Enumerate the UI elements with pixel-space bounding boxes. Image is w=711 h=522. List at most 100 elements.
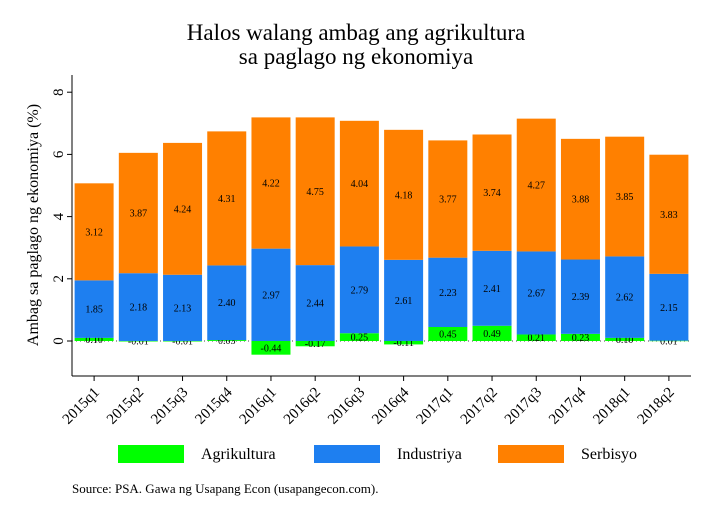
data-label-agrikultura-2017q2: 0.49 xyxy=(483,329,501,340)
data-label-industriya-2016q3: 2.79 xyxy=(351,285,369,296)
y-axis-label: Ambag sa paglago ng ekonomiya (%) xyxy=(25,104,42,346)
bar-agrikultura-2015q2 xyxy=(118,341,158,342)
bar-serbisyo-2015q4 xyxy=(207,131,247,266)
bar-serbisyo-2017q4 xyxy=(560,138,600,260)
data-label-industriya-2015q3: 2.13 xyxy=(174,303,192,314)
bar-agrikultura-2016q1 xyxy=(251,341,291,355)
bar-agrikultura-2015q1 xyxy=(74,337,114,341)
data-label-agrikultura-2016q2: -0.17 xyxy=(305,339,326,350)
data-label-industriya-2018q1: 2.62 xyxy=(616,293,634,304)
bar-agrikultura-2015q4 xyxy=(207,340,247,341)
data-label-agrikultura-2017q1: 0.45 xyxy=(439,330,457,341)
bar-serbisyo-2016q2 xyxy=(295,117,335,266)
source-note: Source: PSA. Gawa ng Usapang Econ (usapa… xyxy=(72,481,379,496)
bar-serbisyo-2016q3 xyxy=(339,120,379,247)
bar-agrikultura-2018q2 xyxy=(649,340,689,342)
bar-serbisyo-2015q3 xyxy=(163,142,203,275)
bar-serbisyo-2018q2 xyxy=(649,154,689,274)
bar-agrikultura-2017q2 xyxy=(472,325,512,341)
bar-serbisyo-2016q1 xyxy=(251,117,291,249)
data-label-industriya-2016q4: 2.61 xyxy=(395,296,413,307)
x-tick-label-2017q2: 2017q2 xyxy=(458,385,501,428)
data-label-agrikultura-2015q1: 0.10 xyxy=(85,335,103,346)
bar-agrikultura-2016q3 xyxy=(339,333,379,341)
data-label-industriya-2017q1: 2.23 xyxy=(439,288,457,299)
bar-industriya-2017q1 xyxy=(428,257,468,328)
data-label-industriya-2017q4: 2.39 xyxy=(572,292,590,303)
bar-industriya-2015q2 xyxy=(118,273,158,341)
bar-serbisyo-2017q3 xyxy=(516,118,556,252)
y-tick-label-4: 4 xyxy=(51,212,67,220)
x-tick-label-2016q4: 2016q4 xyxy=(369,384,412,427)
data-label-agrikultura-2018q2: 0.01 xyxy=(660,336,678,347)
data-label-agrikultura-2016q1: -0.44 xyxy=(261,343,282,354)
bar-industriya-2015q1 xyxy=(74,280,114,338)
x-tick-label-2018q2: 2018q2 xyxy=(635,385,678,428)
data-label-industriya-2015q1: 1.85 xyxy=(85,305,103,316)
data-label-serbisyo-2015q3: 4.24 xyxy=(174,204,192,215)
bar-industriya-2016q4 xyxy=(384,259,424,341)
x-tick-label-2016q2: 2016q2 xyxy=(281,385,324,428)
x-tick-label-2018q1: 2018q1 xyxy=(590,385,633,428)
data-label-industriya-2017q3: 2.67 xyxy=(528,288,546,299)
chart-title-line-1: Halos walang ambag ang agrikultura xyxy=(187,20,526,45)
bar-industriya-2018q1 xyxy=(605,256,645,338)
data-label-industriya-2017q2: 2.41 xyxy=(483,284,501,295)
data-label-serbisyo-2017q3: 4.27 xyxy=(528,181,546,192)
bar-industriya-2017q2 xyxy=(472,250,512,326)
data-label-serbisyo-2017q2: 3.74 xyxy=(483,188,501,199)
data-label-industriya-2015q4: 2.40 xyxy=(218,298,236,309)
data-label-agrikultura-2017q3: 0.21 xyxy=(528,333,546,344)
y-tick-label-2: 2 xyxy=(51,275,67,283)
data-label-serbisyo-2015q1: 3.12 xyxy=(85,227,103,238)
data-label-serbisyo-2017q1: 3.77 xyxy=(439,195,457,206)
bar-serbisyo-2015q2 xyxy=(118,152,158,274)
data-label-serbisyo-2015q4: 4.31 xyxy=(218,194,236,205)
legend-label-serbisyo: Serbisyo xyxy=(581,446,637,463)
data-label-serbisyo-2016q3: 4.04 xyxy=(351,179,369,190)
data-label-agrikultura-2015q2: -0.01 xyxy=(128,337,149,348)
x-tick-label-2017q3: 2017q3 xyxy=(502,385,545,428)
bar-agrikultura-2018q1 xyxy=(605,337,645,341)
chart-title-line-2: sa paglago ng ekonomiya xyxy=(239,44,473,69)
bar-serbisyo-2018q1 xyxy=(605,136,645,257)
bar-serbisyo-2017q2 xyxy=(472,134,512,251)
legend-swatch-serbisyo xyxy=(498,445,564,463)
bar-industriya-2016q3 xyxy=(339,246,379,334)
data-label-agrikultura-2016q4: -0.11 xyxy=(393,338,413,349)
bar-agrikultura-2016q2 xyxy=(295,341,335,347)
x-tick-label-2016q1: 2016q1 xyxy=(237,385,280,428)
y-tick-label-8: 8 xyxy=(51,88,67,96)
data-label-agrikultura-2015q3: -0.01 xyxy=(172,337,193,348)
data-label-serbisyo-2016q4: 4.18 xyxy=(395,190,413,201)
bar-serbisyo-2016q4 xyxy=(384,129,424,260)
data-label-industriya-2016q1: 2.97 xyxy=(262,290,280,301)
x-tick-label-2015q3: 2015q3 xyxy=(148,385,191,428)
x-tick-label-2016q3: 2016q3 xyxy=(325,385,368,428)
legend-label-agrikultura: Agrikultura xyxy=(201,446,276,463)
data-label-industriya-2015q2: 2.18 xyxy=(130,303,148,314)
data-label-serbisyo-2016q2: 4.75 xyxy=(306,187,324,198)
bar-agrikultura-2017q3 xyxy=(516,334,556,341)
data-label-serbisyo-2018q2: 3.83 xyxy=(660,210,678,221)
data-label-serbisyo-2018q1: 3.85 xyxy=(616,192,634,203)
data-label-serbisyo-2015q2: 3.87 xyxy=(130,209,148,220)
data-label-industriya-2018q2: 2.15 xyxy=(660,303,678,314)
x-tick-label-2015q1: 2015q1 xyxy=(60,385,103,428)
y-tick-label-0: 0 xyxy=(51,337,67,345)
data-label-agrikultura-2018q1: 0.10 xyxy=(616,335,634,346)
bar-industriya-2016q1 xyxy=(251,248,291,341)
data-label-agrikultura-2016q3: 0.25 xyxy=(351,333,369,344)
legend-label-industriya: Industriya xyxy=(397,446,462,463)
bar-agrikultura-2016q4 xyxy=(384,341,424,345)
x-tick-label-2017q4: 2017q4 xyxy=(546,384,589,427)
bar-agrikultura-2017q4 xyxy=(560,333,600,341)
bar-industriya-2017q4 xyxy=(560,259,600,334)
bar-industriya-2018q2 xyxy=(649,273,689,341)
bar-industriya-2015q4 xyxy=(207,265,247,341)
x-tick-label-2015q2: 2015q2 xyxy=(104,385,147,428)
bar-industriya-2015q3 xyxy=(163,274,203,341)
data-label-agrikultura-2017q4: 0.23 xyxy=(572,333,590,344)
